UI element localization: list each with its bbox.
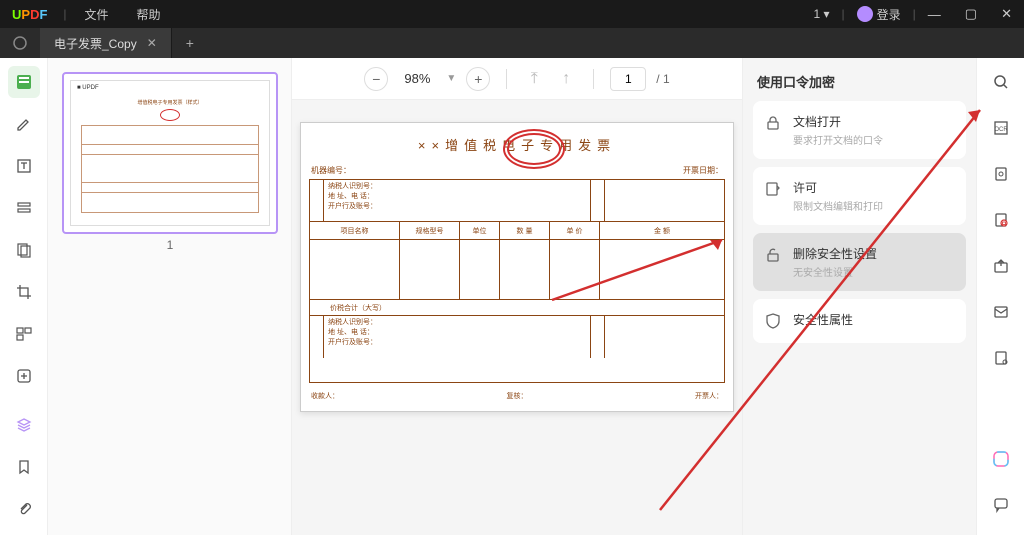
security-panel: 使用口令加密 文档打开 要求打开文档的口令 许可 限制文档编辑和打印 删除安全性… <box>742 58 976 535</box>
invoice-table: 纳税人识别号： 地 址、电 话： 开户行及账号： 项目名称 规格型号 单位 数 … <box>309 179 725 383</box>
tool-thumbnails[interactable] <box>8 66 40 98</box>
window-close[interactable]: ✕ <box>989 6 1024 22</box>
thumbnail-number: 1 <box>167 238 174 252</box>
version-dropdown[interactable]: 1 ▾ <box>802 7 842 21</box>
app-logo: UPDF <box>0 7 59 22</box>
card4-title: 安全性属性 <box>793 311 956 328</box>
panel-title: 使用口令加密 <box>753 68 966 101</box>
tool-crop[interactable] <box>8 276 40 308</box>
card3-title: 删除安全性设置 <box>793 245 956 262</box>
card2-title: 许可 <box>793 179 956 196</box>
card3-sub: 无安全性设置 <box>793 264 956 279</box>
card2-sub: 限制文档编辑和打印 <box>793 198 956 213</box>
login-label: 登录 <box>877 6 901 23</box>
prev-page-button[interactable]: ↑ <box>555 68 577 90</box>
security-properties[interactable]: 安全性属性 <box>753 299 966 343</box>
document-tab[interactable]: 电子发票_Copy ✕ <box>40 28 172 58</box>
menu-help[interactable]: 帮助 <box>123 6 175 23</box>
search-button[interactable] <box>985 66 1017 98</box>
seller-labels: 纳税人识别号： 地 址、电 话： 开户行及账号： <box>324 316 590 358</box>
login-button[interactable]: 登录 <box>845 6 913 23</box>
security-remove-settings[interactable]: 删除安全性设置 无安全性设置 <box>753 233 966 291</box>
window-minimize[interactable]: — <box>916 7 953 22</box>
home-icon <box>12 35 28 51</box>
tool-layers[interactable] <box>8 409 40 441</box>
tool-form[interactable] <box>8 192 40 224</box>
window-maximize[interactable]: ▢ <box>953 6 989 22</box>
tool-pages[interactable] <box>8 234 40 266</box>
zoom-value: 98% <box>398 71 436 86</box>
zoom-out-button[interactable]: − <box>364 67 388 91</box>
tool-organize[interactable] <box>8 318 40 350</box>
export-button[interactable] <box>985 250 1017 282</box>
titlebar: UPDF | 文件 帮助 1 ▾ | 登录 | — ▢ ✕ <box>0 0 1024 28</box>
right-tool-rail: OCR <box>976 58 1024 535</box>
buyer-labels: 纳税人识别号： 地 址、电 话： 开户行及账号： <box>324 180 590 221</box>
tool-highlighter[interactable] <box>8 108 40 140</box>
total-label: 价税合计（大写） <box>310 300 724 316</box>
zoom-dropdown[interactable]: ▼ <box>446 73 456 84</box>
tool-compress[interactable] <box>8 360 40 392</box>
print-button[interactable] <box>985 342 1017 374</box>
page-thumbnail[interactable]: ■ UPDF 增值税电子专用发票（样式） 1 <box>62 72 278 234</box>
comment-button[interactable] <box>985 489 1017 521</box>
tool-text[interactable] <box>8 150 40 182</box>
view-toolbar: − 98% ▼ + ⤒ ↑ / 1 <box>292 58 742 100</box>
tab-label: 电子发票_Copy <box>54 35 137 52</box>
security-permissions[interactable]: 许可 限制文档编辑和打印 <box>753 167 966 225</box>
tool-bookmark[interactable] <box>8 451 40 483</box>
mini-logo: ■ UPDF <box>77 85 99 91</box>
card1-sub: 要求打开文档的口令 <box>793 132 956 147</box>
document-canvas: − 98% ▼ + ⤒ ↑ / 1 ××增值税电子专用发票 机器编号： 开票日期… <box>292 58 742 535</box>
permission-icon <box>763 179 783 199</box>
tabbar: 电子发票_Copy ✕ + <box>0 28 1024 58</box>
thumbnail-panel: ■ UPDF 增值税电子专用发票（样式） 1 <box>48 58 292 535</box>
shield-icon <box>763 311 783 331</box>
tab-add[interactable]: + <box>172 35 208 51</box>
foot-reviewer: 复核： <box>507 391 528 401</box>
left-tool-rail <box>0 58 48 535</box>
first-page-button[interactable]: ⤒ <box>523 68 545 90</box>
svg-text:OCR: OCR <box>994 127 1008 133</box>
stamp-annotation <box>503 129 565 169</box>
invoice-date-label: 开票日期： <box>683 165 723 176</box>
security-open-document[interactable]: 文档打开 要求打开文档的口令 <box>753 101 966 159</box>
foot-drawer: 开票人： <box>695 391 723 401</box>
tab-home[interactable] <box>0 35 40 51</box>
watermark-button[interactable] <box>985 158 1017 190</box>
avatar-icon <box>857 6 873 22</box>
tool-attachment[interactable] <box>8 493 40 525</box>
page-input[interactable] <box>610 67 646 91</box>
document-page[interactable]: ××增值税电子专用发票 机器编号： 开票日期： 纳税人识别号： 地 址、电 话：… <box>300 122 734 412</box>
foot-payee: 收款人： <box>311 391 339 401</box>
ai-button[interactable] <box>985 443 1017 475</box>
ocr-button[interactable]: OCR <box>985 112 1017 144</box>
share-button[interactable] <box>985 296 1017 328</box>
lock-icon <box>763 113 783 133</box>
menu-file[interactable]: 文件 <box>71 6 123 23</box>
protect-button[interactable] <box>985 204 1017 236</box>
mini-title: 增值税电子专用发票（样式） <box>137 99 202 106</box>
invoice-no-label: 机器编号： <box>311 165 351 176</box>
zoom-in-button[interactable]: + <box>466 67 490 91</box>
card1-title: 文档打开 <box>793 113 956 130</box>
page-total: / 1 <box>656 72 669 86</box>
tab-close[interactable]: ✕ <box>147 36 157 50</box>
mini-stamp <box>160 109 180 121</box>
unlock-icon <box>763 245 783 265</box>
